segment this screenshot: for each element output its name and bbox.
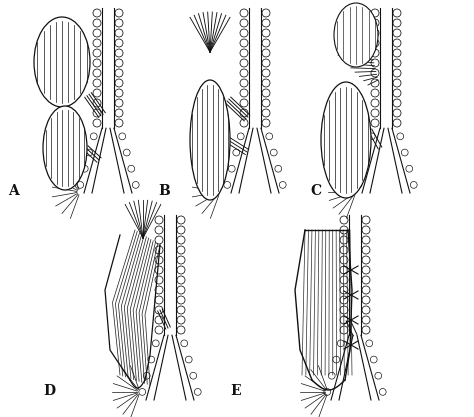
Ellipse shape (321, 82, 371, 198)
Text: A: A (8, 184, 19, 198)
Ellipse shape (34, 17, 90, 107)
Text: D: D (43, 384, 55, 398)
Text: B: B (158, 184, 170, 198)
Ellipse shape (190, 80, 230, 200)
Ellipse shape (43, 106, 87, 190)
Text: C: C (310, 184, 321, 198)
Ellipse shape (334, 3, 378, 67)
Text: E: E (230, 384, 241, 398)
